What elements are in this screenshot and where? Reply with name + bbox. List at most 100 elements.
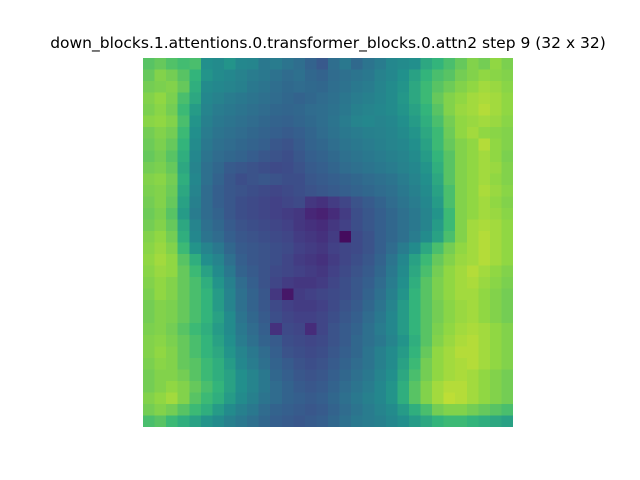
heatmap-cell (351, 150, 363, 163)
heatmap-cell (154, 380, 167, 393)
heatmap-cell (466, 150, 479, 163)
heatmap-cell (501, 369, 513, 382)
heatmap-cell (478, 300, 491, 312)
heatmap-cell (212, 357, 225, 370)
heatmap-cell (385, 254, 398, 266)
heatmap-cell (408, 92, 421, 105)
heatmap-cell (270, 300, 283, 312)
heatmap-cell (351, 300, 363, 312)
heatmap-cell (304, 288, 317, 301)
heatmap-cell (339, 92, 352, 105)
heatmap-cell (362, 323, 375, 336)
heatmap-cell (281, 369, 294, 382)
heatmap-cell (281, 104, 294, 116)
heatmap-cell (247, 184, 259, 197)
heatmap-cell (154, 69, 167, 82)
heatmap-cell (281, 92, 294, 105)
heatmap-cell (443, 380, 456, 393)
heatmap-cell (316, 92, 329, 105)
heatmap-cell (223, 173, 236, 186)
heatmap-cell (351, 254, 363, 266)
heatmap-cell (374, 127, 387, 140)
heatmap-cell (304, 415, 317, 427)
heatmap-cell (281, 219, 294, 232)
heatmap-cell (455, 288, 468, 301)
heatmap-cell (143, 380, 155, 393)
heatmap-cell (478, 265, 491, 278)
heatmap-cell (143, 254, 155, 266)
heatmap-cell (189, 254, 202, 266)
heatmap-cell (235, 58, 248, 70)
heatmap-cell (339, 138, 352, 151)
heatmap-cell (304, 254, 317, 266)
heatmap-cell (432, 230, 444, 243)
heatmap-cell (293, 265, 306, 278)
heatmap-cell (443, 300, 456, 312)
heatmap-cell (258, 403, 271, 416)
heatmap-cell (235, 311, 248, 324)
heatmap-cell (304, 311, 317, 324)
heatmap-cell (304, 69, 317, 82)
heatmap-cell (270, 346, 283, 359)
heatmap-cell (397, 104, 410, 116)
heatmap-cell (258, 357, 271, 370)
heatmap-cell (223, 380, 236, 393)
heatmap-cell (362, 207, 375, 220)
heatmap-cell (154, 138, 167, 151)
heatmap-cell (235, 403, 248, 416)
heatmap-cell (501, 173, 513, 186)
heatmap-cell (258, 196, 271, 209)
heatmap-cell (339, 219, 352, 232)
heatmap-cell (212, 81, 225, 93)
heatmap-cell (374, 184, 387, 197)
heatmap-cell (397, 369, 410, 382)
heatmap-cell (432, 300, 444, 312)
heatmap-cell (408, 357, 421, 370)
heatmap-cell (339, 369, 352, 382)
heatmap-cell (489, 369, 502, 382)
heatmap-cell (397, 115, 410, 128)
heatmap-cell (166, 127, 178, 140)
heatmap-cell (397, 334, 410, 347)
heatmap-cell (316, 230, 329, 243)
heatmap-cell (408, 138, 421, 151)
heatmap-cell (339, 254, 352, 266)
heatmap-cell (362, 196, 375, 209)
heatmap-cell (420, 288, 433, 301)
heatmap-cell (143, 346, 155, 359)
heatmap-cell (374, 69, 387, 82)
heatmap-cell (258, 58, 271, 70)
heatmap-cell (443, 311, 456, 324)
heatmap-cell (293, 311, 306, 324)
heatmap-cell (328, 369, 340, 382)
heatmap-cell (189, 115, 202, 128)
heatmap-cell (270, 380, 283, 393)
heatmap-cell (212, 265, 225, 278)
heatmap-cell (339, 242, 352, 255)
heatmap-cell (432, 334, 444, 347)
heatmap-cell (258, 161, 271, 174)
heatmap-cell (501, 127, 513, 140)
heatmap-cell (200, 346, 213, 359)
heatmap-cell (466, 207, 479, 220)
heatmap-cell (281, 288, 294, 301)
heatmap-cell (235, 323, 248, 336)
heatmap-cell (212, 173, 225, 186)
heatmap-cell (351, 323, 363, 336)
heatmap-cell (478, 369, 491, 382)
heatmap-cell (501, 323, 513, 336)
heatmap-cell (223, 323, 236, 336)
heatmap-cell (304, 115, 317, 128)
heatmap-cell (293, 288, 306, 301)
heatmap-cell (304, 323, 317, 336)
heatmap-cell (304, 127, 317, 140)
heatmap-cell (281, 415, 294, 427)
heatmap-cell (281, 334, 294, 347)
heatmap-cell (362, 369, 375, 382)
heatmap-cell (281, 161, 294, 174)
heatmap-cell (432, 138, 444, 151)
heatmap-cell (351, 104, 363, 116)
heatmap-cell (177, 265, 190, 278)
heatmap-cell (432, 184, 444, 197)
heatmap-cell (223, 311, 236, 324)
